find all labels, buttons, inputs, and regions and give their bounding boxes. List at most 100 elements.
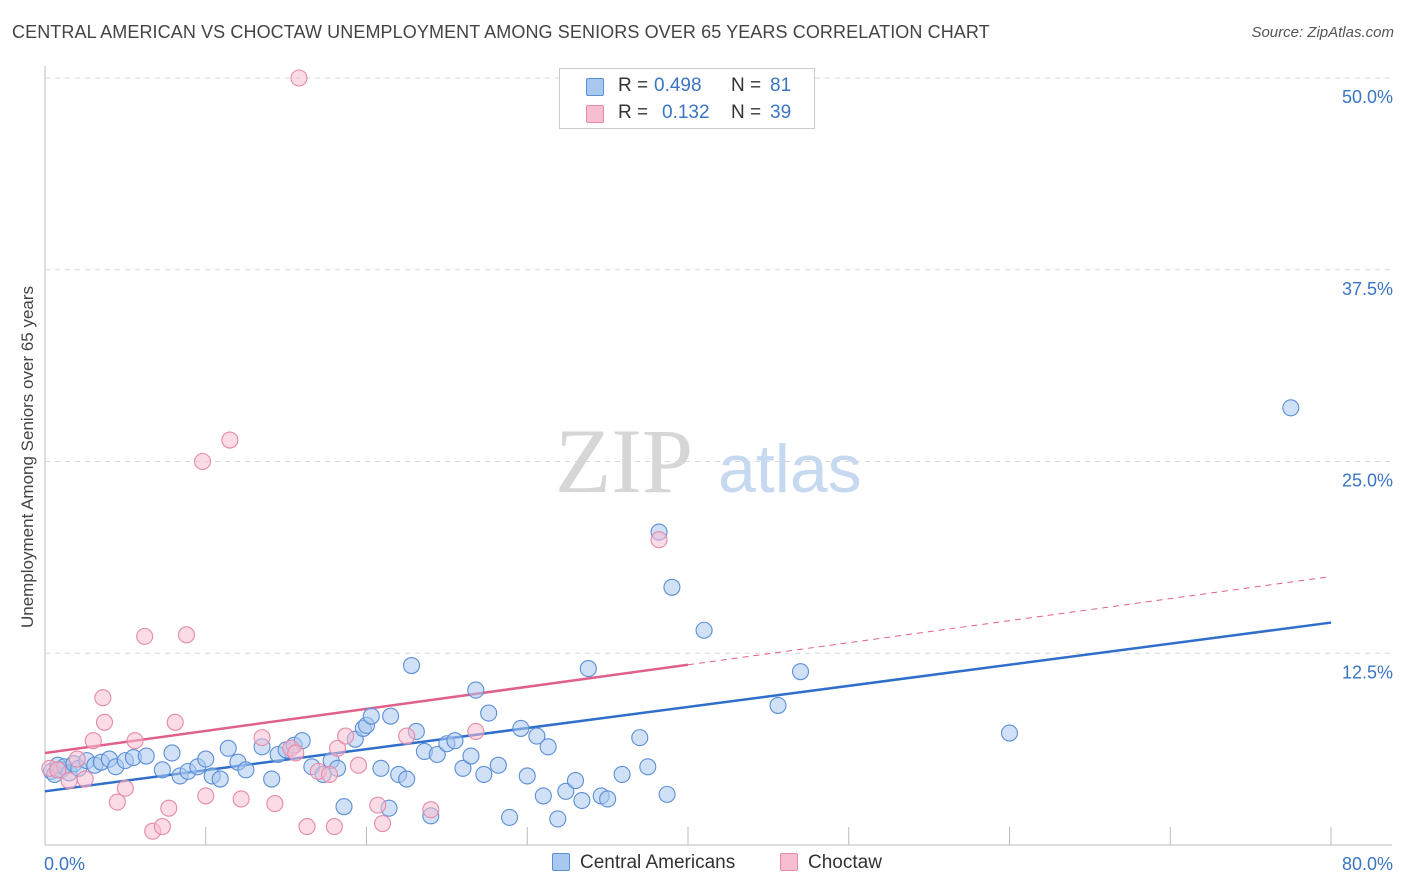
point-central-americans	[599, 790, 617, 808]
y-tick-label: 37.5%	[1342, 279, 1393, 299]
point-choctaw	[232, 790, 250, 808]
point-choctaw	[76, 770, 94, 788]
point-choctaw	[221, 431, 239, 449]
point-central-americans	[454, 759, 472, 777]
point-choctaw	[467, 722, 485, 741]
point-central-americans	[446, 732, 464, 750]
point-central-americans	[153, 761, 171, 779]
legend-swatch-pink	[586, 105, 604, 123]
legend-r-value: 0.132	[662, 102, 710, 123]
point-central-americans	[695, 621, 713, 639]
legend-item-choctaw: Choctaw	[780, 852, 882, 874]
point-central-americans	[534, 787, 552, 805]
point-choctaw	[160, 799, 178, 817]
tick-labels: 12.5% 25.0% 37.5% 50.0% 0.0% 80.0%	[44, 87, 1393, 874]
point-central-americans	[335, 798, 353, 816]
trend-line-choctaw-extension	[687, 576, 1332, 666]
point-central-americans	[566, 772, 585, 790]
legend-swatch-blue	[586, 78, 604, 96]
point-central-americans	[631, 729, 649, 747]
point-choctaw	[266, 795, 284, 813]
correlation-legend: R = 0.498 N = 81 R = 0.132 N = 39	[559, 68, 815, 129]
point-central-americans	[539, 738, 557, 756]
point-choctaw	[60, 772, 78, 790]
point-central-americans	[263, 770, 281, 788]
data-points	[41, 69, 1300, 840]
point-central-americans	[663, 578, 681, 596]
point-choctaw	[94, 689, 112, 707]
point-central-americans	[137, 747, 155, 765]
x-tick-label: 0.0%	[44, 854, 85, 874]
point-central-americans	[501, 808, 519, 826]
point-choctaw	[193, 452, 212, 471]
legend-item-central-americans: Central Americans	[552, 852, 735, 874]
point-central-americans	[480, 704, 498, 722]
point-central-americans	[549, 810, 567, 828]
watermark-atlas: atlas	[718, 431, 862, 507]
point-central-americans	[398, 770, 416, 788]
point-central-americans	[163, 744, 181, 762]
legend-label: Central Americans	[580, 852, 736, 873]
point-central-americans	[219, 739, 237, 757]
point-choctaw	[329, 739, 347, 757]
point-central-americans	[528, 727, 546, 745]
axes	[44, 66, 1392, 846]
point-choctaw	[136, 627, 154, 645]
point-central-americans	[557, 782, 575, 800]
point-choctaw	[177, 626, 196, 644]
legend-swatch-pink	[780, 853, 798, 871]
point-choctaw	[369, 796, 387, 814]
legend-r-label: R =	[618, 75, 649, 96]
point-choctaw	[290, 69, 308, 87]
point-central-americans	[372, 759, 390, 777]
point-central-americans	[573, 791, 591, 810]
point-choctaw	[650, 531, 668, 549]
point-central-americans	[428, 745, 446, 764]
x-tick-label: 80.0%	[1342, 854, 1393, 874]
point-central-americans	[613, 765, 631, 783]
legend-n-value: 39	[770, 102, 792, 123]
point-central-americans	[362, 707, 380, 725]
point-central-americans	[197, 750, 215, 768]
point-choctaw	[325, 818, 343, 836]
point-choctaw	[166, 713, 184, 731]
point-central-americans	[489, 756, 507, 774]
point-choctaw	[398, 727, 416, 745]
point-central-americans	[769, 696, 787, 714]
watermark-zip: ZIP	[555, 410, 693, 512]
point-central-americans	[467, 681, 485, 699]
point-central-americans	[402, 656, 421, 675]
legend-n-label: N =	[731, 102, 762, 123]
point-choctaw	[68, 750, 86, 768]
point-central-americans	[237, 761, 255, 779]
point-choctaw	[422, 801, 440, 819]
point-choctaw	[349, 756, 368, 774]
point-central-americans	[382, 707, 400, 725]
legend-n-label: N =	[731, 75, 762, 96]
y-tick-label: 25.0%	[1342, 471, 1393, 491]
y-tick-label: 50.0%	[1342, 87, 1393, 107]
legend-swatch-blue	[552, 853, 570, 871]
legend-r-value: 0.498	[654, 75, 702, 96]
point-choctaw	[108, 793, 126, 811]
point-choctaw	[337, 727, 355, 745]
grid-lines	[45, 77, 1392, 654]
point-central-americans	[639, 758, 657, 776]
point-central-americans	[211, 770, 229, 788]
point-central-americans	[518, 767, 536, 785]
trend-line-choctaw	[44, 663, 689, 755]
legend-r-label: R =	[618, 102, 649, 123]
point-central-americans	[1282, 399, 1300, 417]
y-axis-label: Unemployment Among Seniors over 65 years	[18, 286, 37, 628]
point-choctaw	[320, 765, 339, 783]
point-central-americans	[1000, 724, 1019, 742]
point-choctaw	[374, 814, 392, 833]
legend-label: Choctaw	[808, 852, 882, 873]
point-choctaw	[153, 818, 171, 836]
y-tick-label: 12.5%	[1342, 662, 1393, 682]
point-choctaw	[197, 787, 215, 805]
point-central-americans	[579, 660, 597, 678]
chart-title: CENTRAL AMERICAN VS CHOCTAW UNEMPLOYMENT…	[12, 22, 990, 42]
legend-n-value: 81	[770, 75, 792, 96]
